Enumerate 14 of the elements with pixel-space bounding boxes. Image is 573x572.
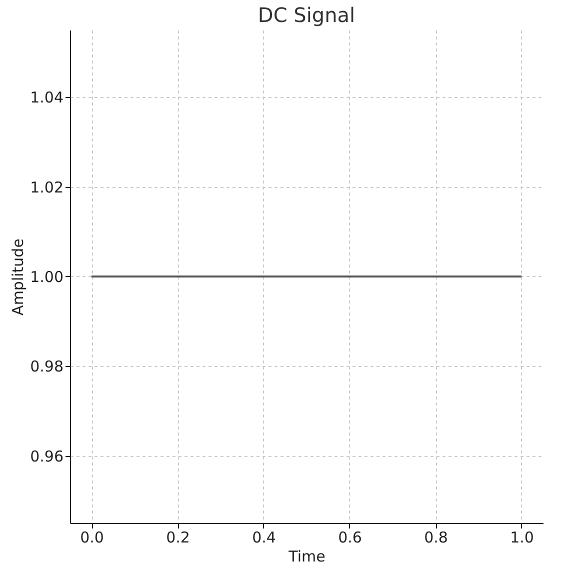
chart-title: DC Signal: [258, 3, 356, 27]
y-axis-title: Amplitude: [9, 238, 28, 316]
x-tick-label: 0.8: [424, 528, 448, 546]
x-tick-label: 0.2: [166, 528, 190, 546]
x-tick-label: 1.0: [510, 528, 534, 546]
y-tick-label: 1.04: [30, 88, 64, 107]
y-tick-label: 0.96: [30, 447, 64, 466]
x-tick-label: 0.4: [252, 528, 276, 546]
x-tick-label: 0.0: [80, 528, 104, 546]
x-axis-title: Time: [288, 548, 326, 566]
y-tick-label: 1.00: [30, 268, 64, 286]
x-tick-label: 0.6: [338, 528, 362, 546]
y-tick-label: 0.98: [30, 358, 64, 376]
y-tick-label: 1.02: [30, 178, 64, 196]
